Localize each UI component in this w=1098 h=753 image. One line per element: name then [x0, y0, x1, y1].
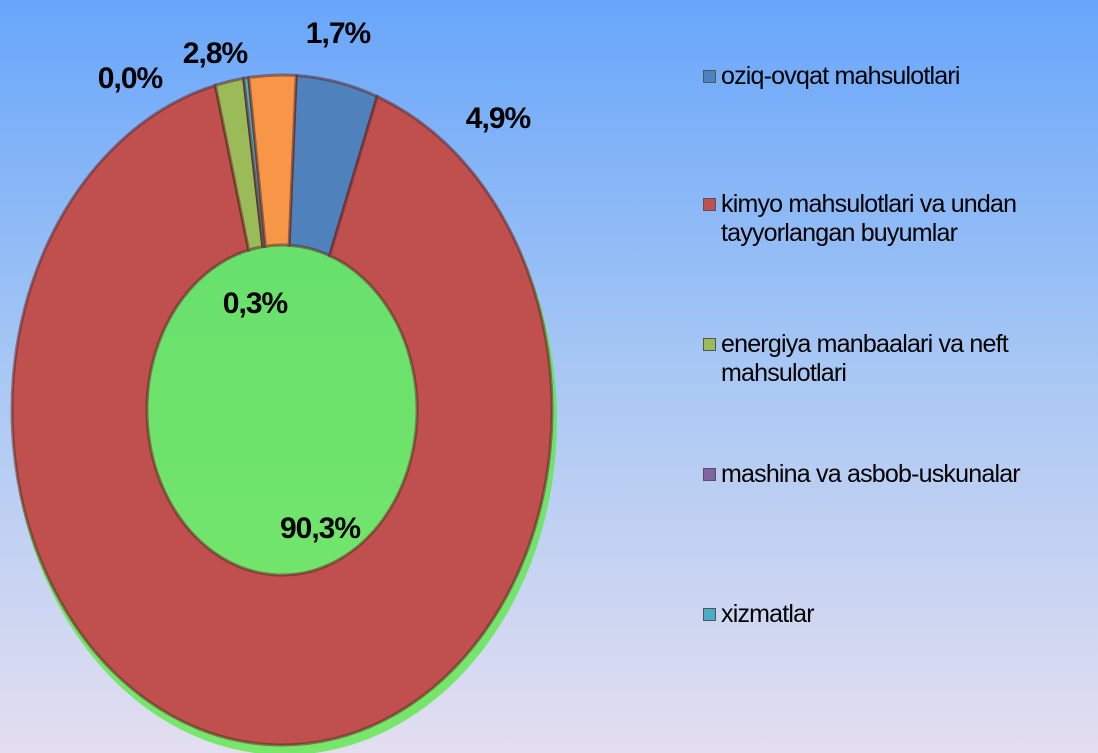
legend-swatch [703, 70, 716, 83]
legend-label: xizmatlar [721, 600, 815, 628]
legend-label: kimyo mahsulotlari va undan tayyorlangan… [721, 190, 1017, 247]
legend-swatch [703, 338, 716, 351]
data-label: 1,7% [306, 17, 371, 50]
legend-swatch [703, 198, 716, 211]
donut-segment [10, 83, 554, 747]
legend-entry: oziq-ovqat mahsulotlari [703, 62, 1093, 91]
legend-label: oziq-ovqat mahsulotlari [721, 62, 960, 90]
legend-swatch [703, 608, 716, 621]
data-label: 0,0% [98, 62, 163, 95]
legend-entry: energiya manbaalari va neft mahsulotlari [703, 330, 1093, 388]
legend-entry: xizmatlar [703, 600, 1093, 629]
data-label: 90,3% [280, 512, 360, 545]
legend-label: mashina va asbob-uskunalar [721, 460, 1021, 488]
legend-entry: mashina va asbob-uskunalar [703, 460, 1093, 489]
data-label: 2,8% [183, 37, 248, 70]
data-label: 4,9% [466, 102, 531, 135]
data-label: 0,3% [223, 287, 288, 320]
donut-segment [247, 73, 298, 248]
legend-entry: kimyo mahsulotlari va undan tayyorlangan… [703, 190, 1093, 248]
legend-swatch [703, 468, 716, 481]
legend-label: energiya manbaalari va neft mahsulotlari [721, 330, 1009, 387]
